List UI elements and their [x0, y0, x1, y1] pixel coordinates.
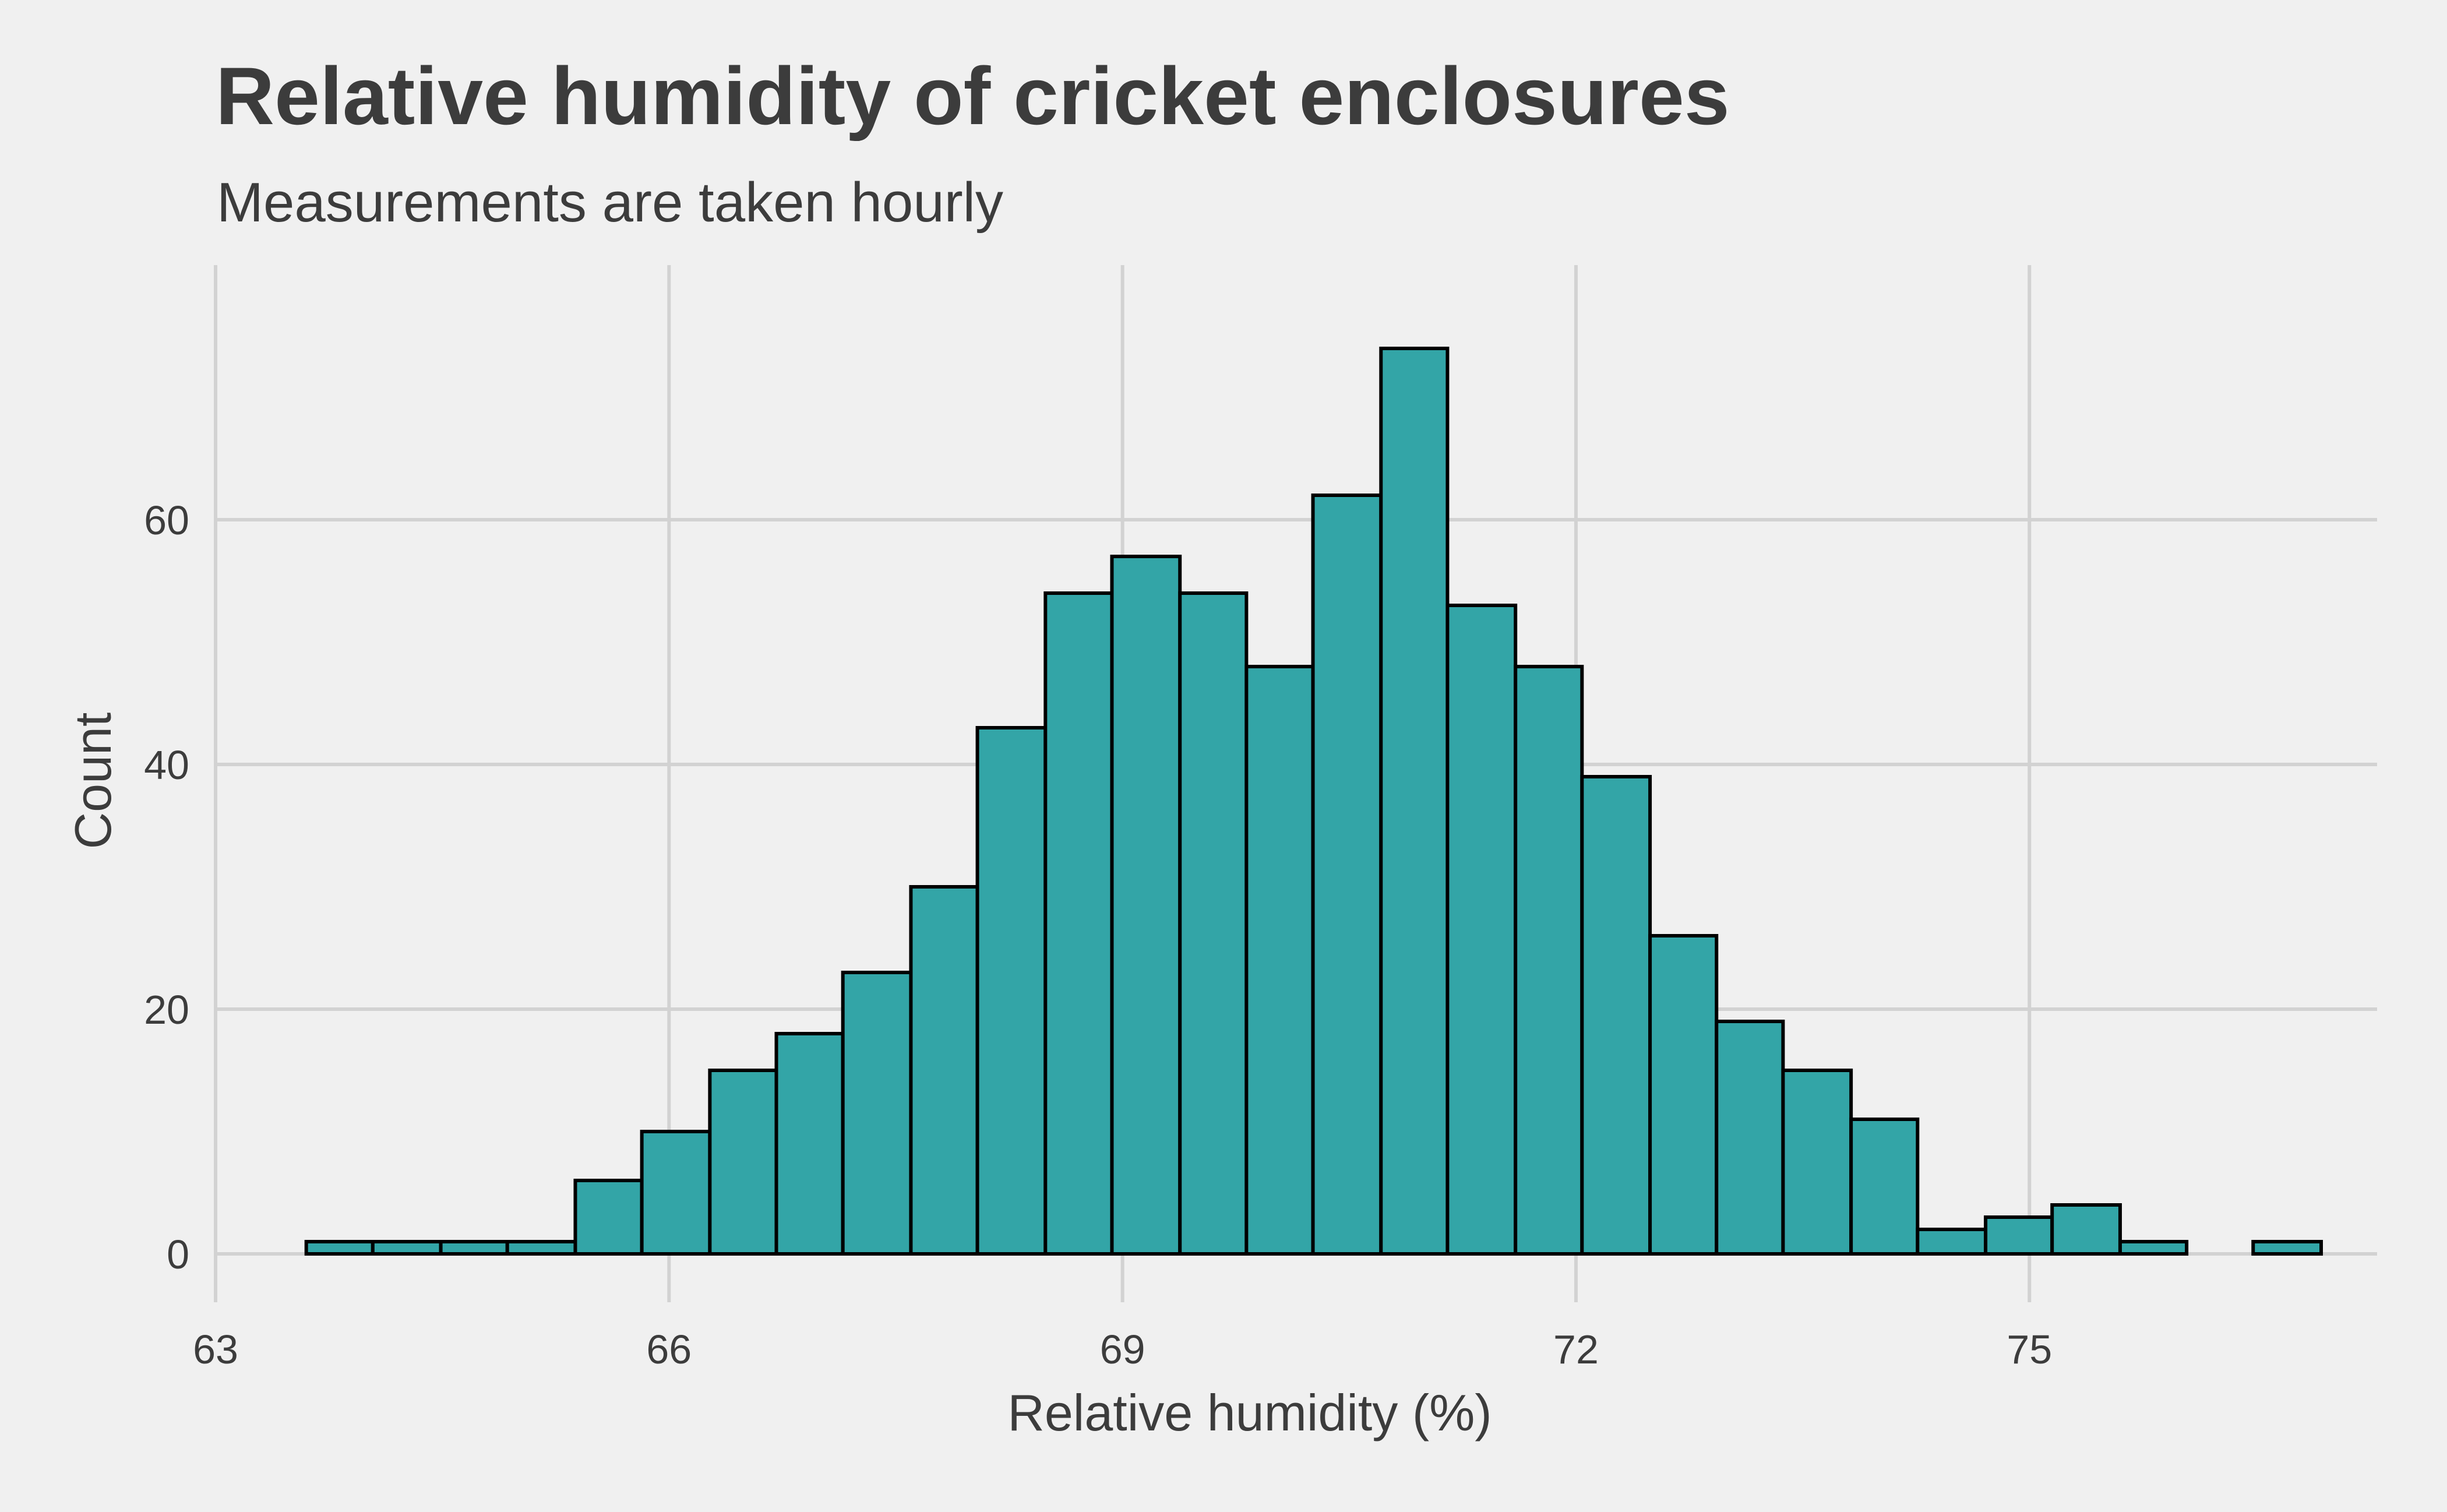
histogram-bar	[708, 1069, 778, 1256]
histogram-bar	[1244, 665, 1315, 1256]
histogram-bar	[1043, 591, 1114, 1256]
histogram-bar	[2050, 1203, 2122, 1256]
histogram-bar	[2118, 1240, 2189, 1256]
x-axis-ticks: 63 66 69 72 75	[193, 1327, 2052, 1372]
histogram-bars	[304, 347, 2323, 1256]
histogram-bar	[640, 1130, 712, 1256]
histogram-bar	[1715, 1020, 1785, 1256]
histogram-bar	[439, 1240, 509, 1256]
histogram-bar	[1580, 775, 1652, 1256]
histogram-bar	[841, 971, 913, 1256]
y-tick-label: 0	[167, 1232, 189, 1277]
histogram-bar	[1514, 665, 1584, 1256]
chart-title: Relative humidity of cricket enclosures	[216, 50, 1730, 142]
histogram-bar	[1984, 1215, 2054, 1256]
y-tick-label: 20	[144, 987, 189, 1032]
histogram-bar	[1781, 1069, 1853, 1256]
histogram-bar	[1178, 591, 1249, 1256]
histogram-bar	[2251, 1240, 2323, 1256]
chart-subtitle: Measurements are taken hourly	[217, 171, 1003, 234]
x-tick-label: 72	[1553, 1327, 1599, 1372]
y-tick-label: 60	[144, 498, 189, 543]
histogram-bar	[1916, 1228, 1988, 1256]
histogram-bar	[1445, 604, 1518, 1256]
y-axis-ticks: 0 20 40 60	[144, 498, 189, 1277]
x-tick-label: 66	[646, 1327, 692, 1372]
x-tick-label: 75	[2007, 1327, 2052, 1372]
x-tick-label: 69	[1100, 1327, 1145, 1372]
y-axis-label: Count	[64, 713, 122, 850]
histogram-bar	[505, 1240, 577, 1256]
histogram-bar	[909, 885, 979, 1256]
histogram-bar	[304, 1240, 375, 1256]
histogram-bar	[975, 726, 1048, 1256]
x-axis-label: Relative humidity (%)	[1007, 1384, 1492, 1441]
histogram-bar	[1849, 1118, 1920, 1256]
histogram-bar	[774, 1032, 845, 1256]
histogram-bar	[1311, 494, 1383, 1256]
histogram-bar	[1648, 934, 1719, 1256]
histogram-bar	[1110, 555, 1182, 1256]
histogram-bar	[1379, 347, 1450, 1256]
histogram-bar	[573, 1179, 644, 1256]
histogram-bar	[371, 1240, 443, 1256]
y-tick-label: 40	[144, 742, 189, 788]
x-tick-label: 63	[193, 1327, 238, 1372]
